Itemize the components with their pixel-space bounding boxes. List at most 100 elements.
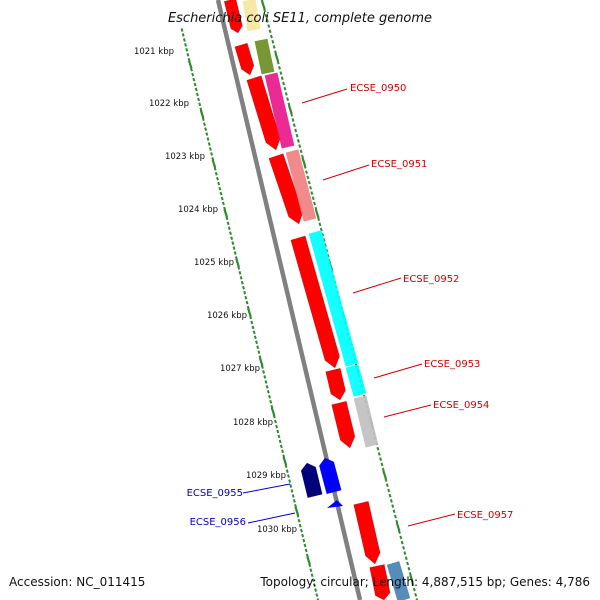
tick-mark [263, 8, 267, 13]
tick-mark [272, 414, 276, 419]
leader-line [301, 88, 348, 104]
tick-mark [409, 574, 414, 584]
gene-label-ecse-0957[interactable]: ECSE_0957 [457, 510, 513, 521]
gene-label-ecse-0952[interactable]: ECSE_0952 [403, 274, 459, 285]
gene-label-ecse-0954[interactable]: ECSE_0954 [433, 400, 489, 411]
tick-mark [376, 446, 380, 451]
inner-tick-ring [180, 28, 320, 600]
tick-label: 1026 kbp [207, 311, 247, 321]
tick-mark [300, 528, 303, 533]
gene-arrow-ecse-0956-small [327, 500, 343, 508]
tick-mark [264, 13, 268, 18]
tick-mark [207, 142, 211, 146]
tick-mark [412, 587, 416, 592]
tick-mark [276, 429, 280, 434]
gene-label-ecse-0955[interactable]: ECSE_0955 [187, 488, 243, 499]
tick-mark [284, 464, 288, 469]
cds-arrow [223, 0, 243, 34]
tick-mark [389, 499, 393, 503]
tick-mark [316, 598, 320, 600]
tick-mark [182, 38, 186, 42]
backbone-line [215, 0, 363, 600]
tick-mark [201, 117, 205, 122]
tick-mark [283, 86, 287, 91]
tick-mark [256, 345, 260, 350]
tick-label: 1027 kbp [220, 364, 260, 374]
tick-mark [315, 593, 319, 597]
tick-mark [403, 551, 407, 555]
gene-label-ecse-0950[interactable]: ECSE_0950 [350, 83, 406, 94]
tick-mark [387, 488, 391, 493]
gene-label-ecse-0956[interactable]: ECSE_0956 [190, 517, 246, 528]
tick-mark [284, 92, 288, 96]
gene-label-ecse-0951[interactable]: ECSE_0951 [371, 159, 427, 170]
tick-mark [306, 556, 311, 565]
tick-mark [395, 522, 401, 532]
tick-mark [306, 175, 310, 180]
tick-label: 1030 kbp [257, 525, 297, 535]
tick-mark [294, 506, 300, 516]
tick-mark [303, 543, 307, 548]
backbone-layer [215, 0, 363, 600]
tick-mark [227, 226, 231, 231]
tick-mark [255, 340, 258, 345]
tick-mark [274, 50, 277, 55]
tick-label: 1021 kbp [134, 47, 174, 57]
tick-mark [282, 81, 286, 86]
tick-mark [391, 504, 395, 508]
tick-mark [318, 222, 322, 227]
tick-mark [242, 285, 245, 290]
tick-mark [303, 165, 307, 169]
cds-arrow [353, 500, 381, 565]
tick-mark [271, 39, 275, 44]
tick-mark [402, 545, 405, 550]
cds-arrow [331, 400, 356, 449]
tick-mark [400, 540, 404, 545]
tick-mark [381, 467, 385, 472]
tick-mark [309, 185, 312, 190]
tick-mark [321, 232, 325, 237]
tick-mark [275, 424, 279, 429]
gene-label-ecse-0953[interactable]: ECSE_0953 [424, 359, 480, 370]
tick-mark [240, 280, 244, 285]
tick-mark [235, 258, 240, 268]
tick-mark [292, 499, 296, 503]
tick-mark [193, 82, 197, 87]
cds-arrow [369, 564, 391, 600]
tick-mark [247, 308, 252, 317]
tick-mark [267, 24, 271, 28]
tick-label: 1022 kbp [149, 99, 189, 109]
tick-mark [288, 479, 292, 483]
tick-mark [319, 227, 323, 232]
tick-mark [214, 171, 218, 176]
leader-line [352, 277, 402, 294]
gene-band-ecse-0954 [353, 395, 379, 448]
tick-mark [314, 209, 320, 219]
tick-mark [210, 152, 214, 156]
tick-mark [186, 52, 190, 57]
tick-mark [382, 470, 387, 480]
tick-mark [295, 133, 299, 138]
tick-mark [311, 196, 315, 201]
tick-mark [404, 556, 408, 561]
tick-mark [269, 399, 273, 404]
tick-mark [223, 209, 229, 218]
tick-mark [314, 206, 318, 211]
tick-mark [270, 407, 276, 416]
tick-mark [231, 241, 235, 245]
tick-mark [290, 489, 294, 493]
tick-mark [307, 180, 311, 185]
tick-mark [308, 563, 312, 568]
tick-mark [245, 300, 249, 305]
tick-mark [313, 583, 316, 587]
tick-mark [291, 494, 295, 498]
tick-mark [286, 97, 290, 101]
tick-mark [257, 350, 261, 355]
gene-band-steel [386, 561, 411, 600]
tick-mark [285, 469, 289, 473]
tick-mark [216, 176, 219, 181]
tick-mark [265, 19, 269, 23]
gene-band-ecse-0953 [345, 364, 367, 397]
tick-mark [184, 43, 187, 47]
